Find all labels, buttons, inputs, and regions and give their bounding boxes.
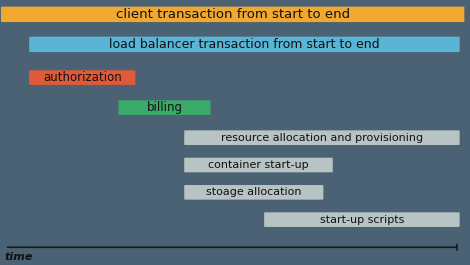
Text: start-up scripts: start-up scripts	[320, 215, 404, 225]
Text: authorization: authorization	[43, 71, 122, 84]
FancyBboxPatch shape	[118, 100, 211, 115]
FancyBboxPatch shape	[184, 158, 333, 172]
Text: client transaction from start to end: client transaction from start to end	[116, 8, 350, 21]
FancyBboxPatch shape	[184, 130, 460, 145]
FancyBboxPatch shape	[1, 7, 464, 22]
FancyBboxPatch shape	[29, 70, 135, 85]
Text: billing: billing	[147, 101, 182, 114]
Text: resource allocation and provisioning: resource allocation and provisioning	[221, 133, 423, 143]
FancyBboxPatch shape	[29, 37, 460, 52]
Text: time: time	[5, 252, 33, 262]
FancyBboxPatch shape	[184, 185, 323, 200]
Text: load balancer transaction from start to end: load balancer transaction from start to …	[109, 38, 380, 51]
FancyBboxPatch shape	[264, 212, 460, 227]
Text: stoage allocation: stoage allocation	[206, 187, 302, 197]
Text: container start-up: container start-up	[208, 160, 309, 170]
